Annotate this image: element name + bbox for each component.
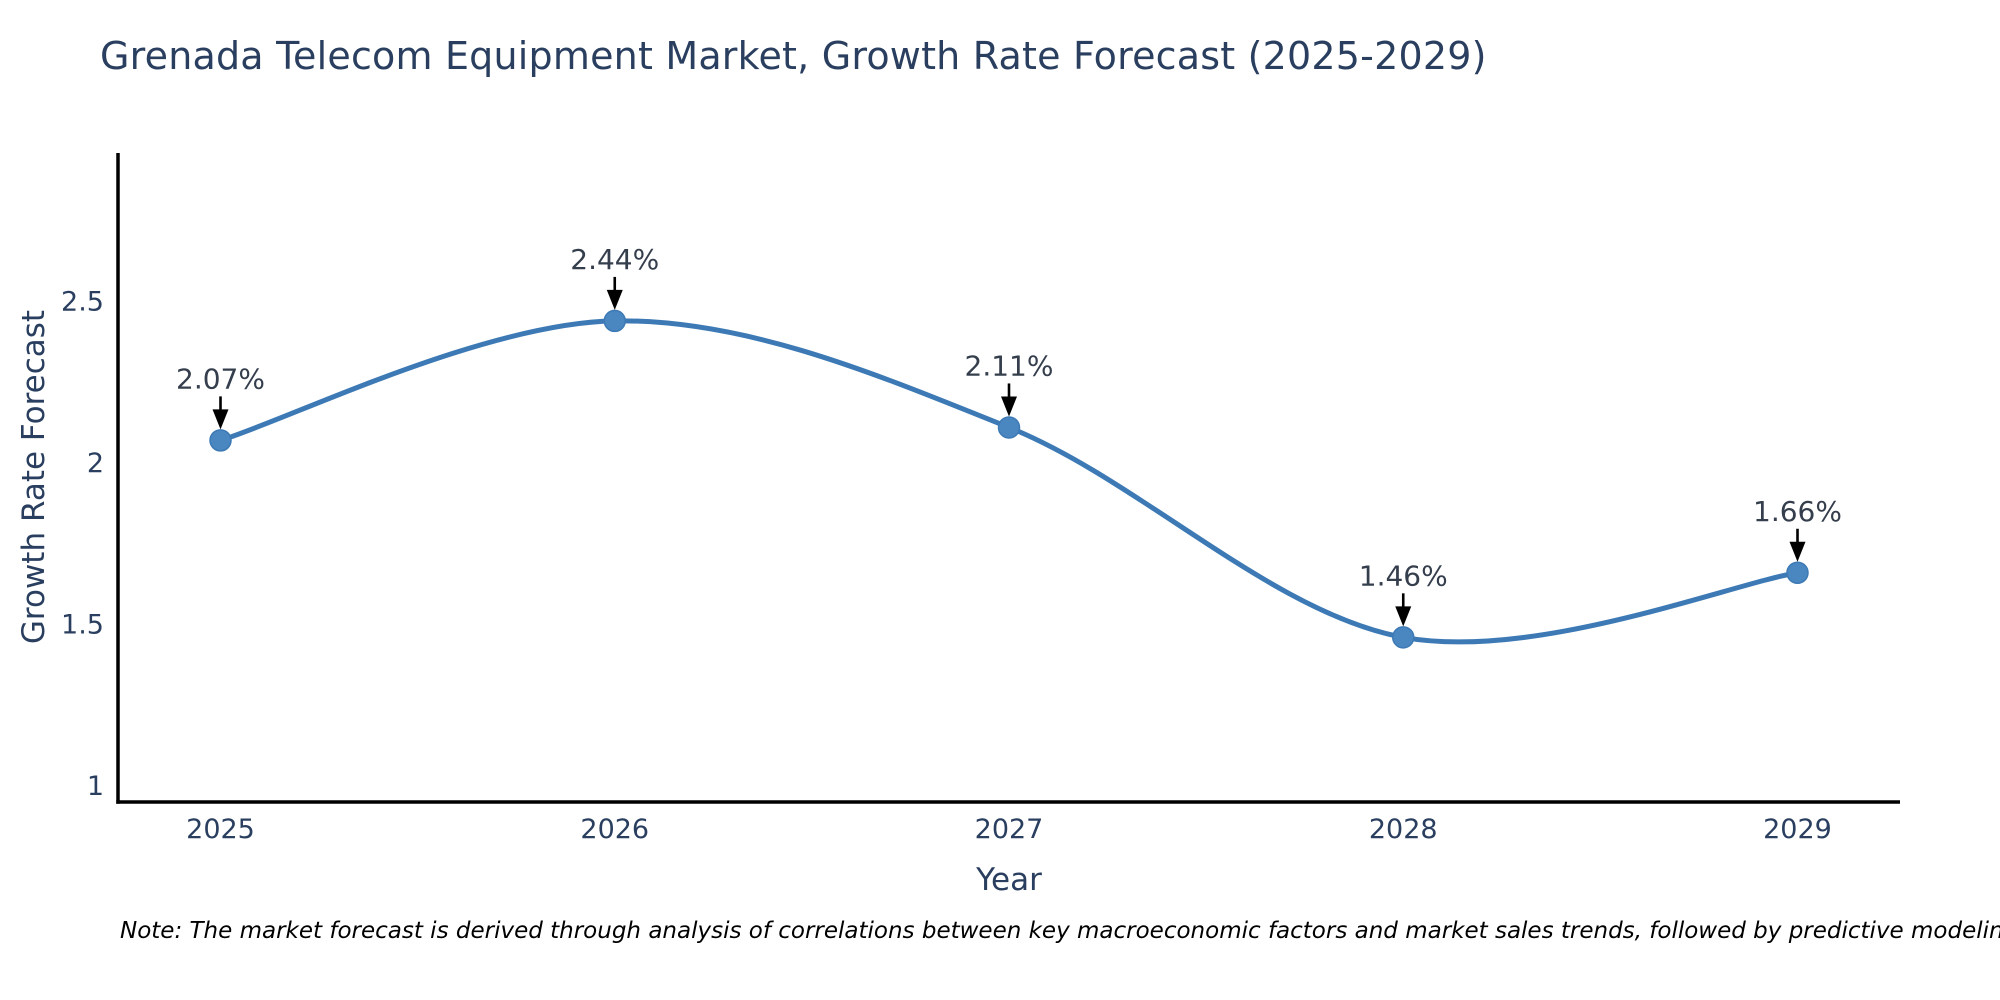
data-point[interactable] xyxy=(209,429,232,452)
data-point[interactable] xyxy=(1391,626,1415,649)
point-annotation: 2.07% xyxy=(176,362,265,395)
data-point[interactable] xyxy=(603,309,627,333)
data-point[interactable] xyxy=(997,416,1021,439)
x-tick-label: 2025 xyxy=(186,814,255,845)
data-point[interactable] xyxy=(1786,561,1809,585)
y-tick-label: 1 xyxy=(87,771,104,802)
x-tick-label: 2028 xyxy=(1369,814,1438,845)
annotation-arrowhead-icon xyxy=(1001,396,1017,417)
x-tick-label: 2029 xyxy=(1763,814,1832,845)
point-annotation: 2.44% xyxy=(570,243,659,276)
annotation-arrowhead-icon xyxy=(1789,541,1806,562)
y-tick-label: 2 xyxy=(87,448,104,479)
x-axis-title: Year xyxy=(976,862,1042,898)
point-annotation: 1.66% xyxy=(1753,495,1842,528)
annotation-arrowhead-icon xyxy=(212,409,229,430)
footnote: Note: The market forecast is derived thr… xyxy=(120,918,2000,944)
point-annotation: 1.46% xyxy=(1359,559,1448,592)
annotation-arrowhead-icon xyxy=(1395,606,1412,627)
x-tick-label: 2026 xyxy=(580,814,649,845)
annotation-arrowhead-icon xyxy=(606,289,623,310)
y-tick-label: 2.5 xyxy=(61,287,104,318)
y-axis-title: Growth Rate Forecast xyxy=(16,309,52,645)
y-tick-label: 1.5 xyxy=(61,609,104,640)
chart-title: Grenada Telecom Equipment Market, Growth… xyxy=(100,34,1487,78)
point-annotation: 2.11% xyxy=(965,349,1054,382)
x-tick-label: 2027 xyxy=(975,814,1044,845)
